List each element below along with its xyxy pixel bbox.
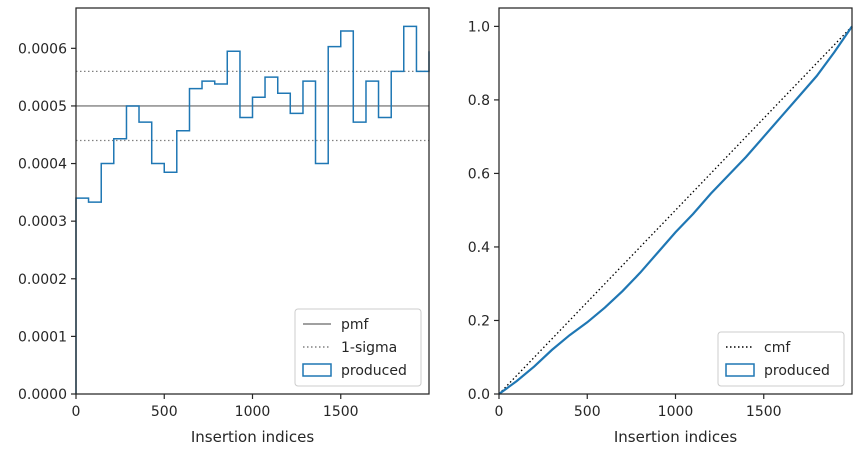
legend-label: produced: [764, 363, 830, 379]
legend-swatch: [725, 363, 755, 377]
y-tick-label: 0.0004: [18, 157, 67, 173]
legend-box: [717, 331, 845, 387]
legend: cmf produced: [717, 331, 845, 387]
legend-label: produced: [341, 363, 407, 379]
y-tick-label: 0.2: [468, 313, 490, 329]
x-tick-label: 1000: [658, 404, 694, 420]
produced-series: [75, 25, 430, 394]
legend-label: 1-sigma: [341, 340, 397, 356]
y-tick-label: 0.0: [468, 387, 490, 403]
x-tick-label: 500: [574, 404, 601, 420]
x-axis-label: Insertion indices: [191, 428, 314, 446]
legend: pmf 1-sigma produced: [294, 308, 422, 387]
sigma-lines: [76, 70, 429, 142]
x-ticks: 0 500 1000 1500: [495, 394, 782, 420]
legend-swatch: [302, 363, 332, 377]
x-tick-label: 500: [151, 404, 178, 420]
y-tick-label: 0.0003: [18, 214, 67, 230]
x-ticks: 0 500 1000 1500: [72, 394, 359, 420]
pmf-histogram-chart: 0 500 1000 1500 0.00000.00010.00020.00030.0…: [18, 7, 430, 446]
y-tick-label: 0.8: [468, 93, 490, 109]
y-tick-label: 0.0005: [18, 99, 67, 115]
legend-label: cmf: [764, 340, 791, 356]
x-tick-label: 0: [72, 404, 81, 420]
x-tick-label: 0: [495, 404, 504, 420]
x-tick-label: 1500: [323, 404, 359, 420]
x-tick-label: 1000: [235, 404, 271, 420]
y-tick-label: 0.0000: [18, 387, 67, 403]
y-ticks: 0.0000 0.0001 0.0002 0.0003 0.0004 0.0005 0.00…: [18, 41, 76, 403]
x-axis-label: Insertion indices: [614, 428, 737, 446]
cmf-series: [498, 25, 853, 395]
y-tick-label: 0.4: [468, 240, 490, 256]
y-tick-label: 0.0001: [18, 329, 67, 345]
produced-line: [498, 25, 853, 395]
cmf-chart: 0 500 1000 1500 0.0 0.2 0.4 0.6 0.8 1.0 Insertio…: [468, 7, 853, 446]
legend-box: [294, 308, 422, 387]
y-tick-label: 0.6: [468, 166, 490, 182]
x-tick-label: 1500: [746, 404, 782, 420]
produced-step-line: [75, 25, 430, 394]
cmf-line: [498, 25, 853, 395]
legend-label: pmf: [341, 317, 370, 333]
y-tick-label: 0.0002: [18, 272, 67, 288]
y-tick-label: 1.0: [468, 19, 490, 35]
y-ticks: 0.0 0.2 0.4 0.6 0.8 1.0: [468, 19, 499, 403]
y-tick-label: 0.0006: [18, 41, 67, 57]
